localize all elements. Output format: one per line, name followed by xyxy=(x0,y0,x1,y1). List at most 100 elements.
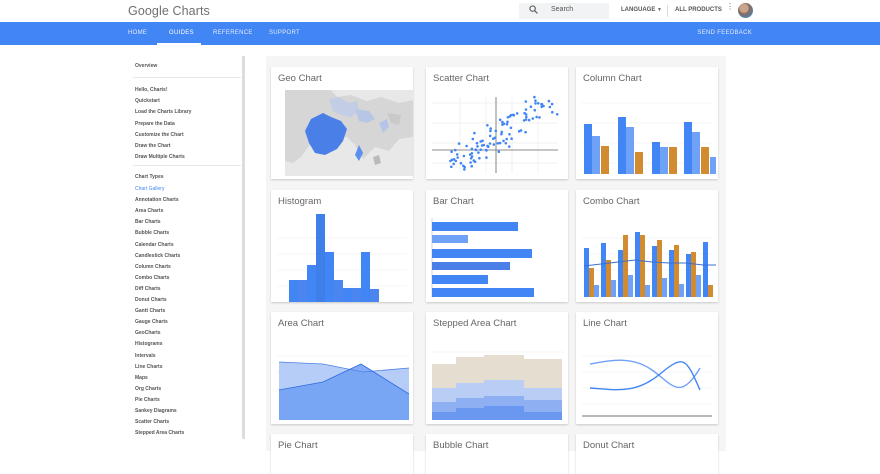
sidebar-item[interactable]: Calendar Charts xyxy=(135,241,174,248)
card-bubble-chart[interactable]: Bubble Chart xyxy=(426,434,568,474)
sidebar-item[interactable]: Bubble Charts xyxy=(135,230,170,237)
scatter-point xyxy=(470,164,473,168)
scatter-point xyxy=(509,126,513,130)
sidebar-item[interactable]: Stepped Area Charts xyxy=(135,430,185,437)
sidebar-item[interactable]: Prepare the Data xyxy=(135,120,175,127)
scatter-point xyxy=(535,115,538,119)
scatter-point xyxy=(524,113,528,116)
scatter-point xyxy=(533,108,537,112)
sidebar-item[interactable]: Gauge Charts xyxy=(135,319,168,326)
scatter-point xyxy=(555,113,559,116)
card-histogram[interactable]: Histogram xyxy=(271,190,413,302)
scatter-point xyxy=(456,156,459,159)
search-box[interactable]: Search xyxy=(519,3,609,19)
sidebar-item[interactable]: Chart Gallery xyxy=(135,186,165,192)
active-tab-indicator xyxy=(157,43,201,45)
sidebar-item[interactable]: Bar Charts xyxy=(135,219,161,226)
sidebar-item[interactable]: Intervals xyxy=(135,352,156,359)
scatter-point xyxy=(459,161,463,165)
scatter-point xyxy=(486,124,489,127)
scatter-point xyxy=(542,104,545,108)
sidebar-item[interactable]: Customize the Chart xyxy=(135,131,184,138)
card-title: Combo Chart xyxy=(583,196,640,207)
card-title: Scatter Chart xyxy=(433,73,489,84)
sidebar-item[interactable]: Pie Charts xyxy=(135,396,160,403)
sidebar-item[interactable]: Annotation Charts xyxy=(135,197,179,204)
sidebar: Overview Hello, Charts! Quickstart Load th… xyxy=(130,56,245,439)
sidebar-item[interactable]: Org Charts xyxy=(135,385,162,392)
bar-chart-thumbnail xyxy=(431,218,534,298)
sidebar-item[interactable]: Sankey Diagrams xyxy=(135,408,177,414)
card-column-chart[interactable]: Column Chart xyxy=(576,67,718,179)
card-title: Area Chart xyxy=(278,318,324,329)
card-line-chart[interactable]: Line Chart xyxy=(576,312,718,424)
card-area-chart[interactable]: Area Chart xyxy=(271,312,413,424)
sidebar-item[interactable]: Line Charts xyxy=(135,363,163,370)
sidebar-item[interactable]: Draw Multiple Charts xyxy=(135,154,185,161)
sidebar-item[interactable]: GeoCharts xyxy=(135,330,161,337)
scatter-point xyxy=(524,100,528,103)
scatter-point xyxy=(450,150,453,153)
scatter-point xyxy=(502,122,506,126)
scatter-point xyxy=(492,143,496,146)
sidebar-divider xyxy=(133,165,241,166)
scatter-point xyxy=(457,142,461,145)
language-selector[interactable]: LANGUAGE xyxy=(621,7,656,13)
sidebar-divider xyxy=(133,77,241,78)
scatter-point xyxy=(547,99,551,103)
scatter-point xyxy=(524,130,527,134)
tab-guides[interactable]: GUIDES xyxy=(169,30,194,36)
card-combo-chart[interactable]: Combo Chart xyxy=(576,190,718,302)
sidebar-item[interactable]: Combo Charts xyxy=(135,274,170,281)
scatter-point xyxy=(519,129,523,132)
geo-chart-thumbnail xyxy=(285,90,413,176)
sidebar-item-overview[interactable]: Overview xyxy=(135,63,158,69)
combo-chart-thumbnail xyxy=(582,232,716,297)
card-geo-chart[interactable]: Geo Chart xyxy=(271,67,413,179)
scatter-point xyxy=(462,154,466,158)
card-donut-chart[interactable]: Donut Chart xyxy=(576,434,718,474)
card-pie-chart[interactable]: Pie Chart xyxy=(271,434,413,474)
card-scatter-chart[interactable]: Scatter Chart xyxy=(426,67,568,179)
more-vert-icon[interactable]: ⋮ xyxy=(726,2,734,11)
all-products-link[interactable]: ALL PRODUCTS xyxy=(675,7,722,13)
tab-reference[interactable]: REFERENCE xyxy=(213,30,253,36)
sidebar-item[interactable]: Draw the Chart xyxy=(135,143,171,149)
scatter-point xyxy=(477,151,480,154)
sidebar-item[interactable]: Maps xyxy=(135,374,148,381)
scatter-point xyxy=(475,141,479,145)
scatter-point xyxy=(512,114,516,117)
sidebar-item[interactable]: Quickstart xyxy=(135,98,160,105)
scatter-point xyxy=(470,152,474,155)
tab-home[interactable]: HOME xyxy=(128,30,148,36)
sidebar-item[interactable]: Gantt Charts xyxy=(135,308,166,315)
scatter-point xyxy=(504,141,508,145)
tab-support[interactable]: SUPPORT xyxy=(269,30,300,36)
card-title: Bar Chart xyxy=(433,196,474,207)
card-title: Pie Chart xyxy=(278,440,318,451)
scatter-point xyxy=(449,159,452,163)
avatar[interactable] xyxy=(738,3,753,18)
sidebar-item[interactable]: Column Charts xyxy=(135,263,171,270)
scatter-point xyxy=(488,142,492,145)
scatter-point xyxy=(452,162,455,166)
sidebar-item[interactable]: Load the Charts Library xyxy=(135,109,192,116)
sidebar-item[interactable]: Histograms xyxy=(135,341,163,348)
card-bar-chart[interactable]: Bar Chart xyxy=(426,190,568,302)
sidebar-item[interactable]: Candlestick Charts xyxy=(135,252,181,259)
sidebar-item[interactable]: Area Charts xyxy=(135,208,164,215)
sidebar-item[interactable]: Hello, Charts! xyxy=(135,87,168,93)
site-logo[interactable]: Google Charts xyxy=(128,4,210,18)
sidebar-item[interactable]: Scatter Charts xyxy=(135,419,170,426)
scatter-point xyxy=(529,105,533,108)
scatter-point xyxy=(480,144,484,147)
card-title: Bubble Chart xyxy=(433,440,489,451)
scatter-point xyxy=(525,115,528,119)
scatter-point xyxy=(497,150,501,153)
send-feedback-link[interactable]: SEND FEEDBACK xyxy=(697,30,752,36)
card-stepped-area-chart[interactable]: Stepped Area Chart xyxy=(426,312,568,424)
scatter-point xyxy=(550,102,554,106)
scatter-point xyxy=(508,133,511,136)
sidebar-item[interactable]: Diff Charts xyxy=(135,285,161,292)
sidebar-item[interactable]: Donut Charts xyxy=(135,297,167,303)
